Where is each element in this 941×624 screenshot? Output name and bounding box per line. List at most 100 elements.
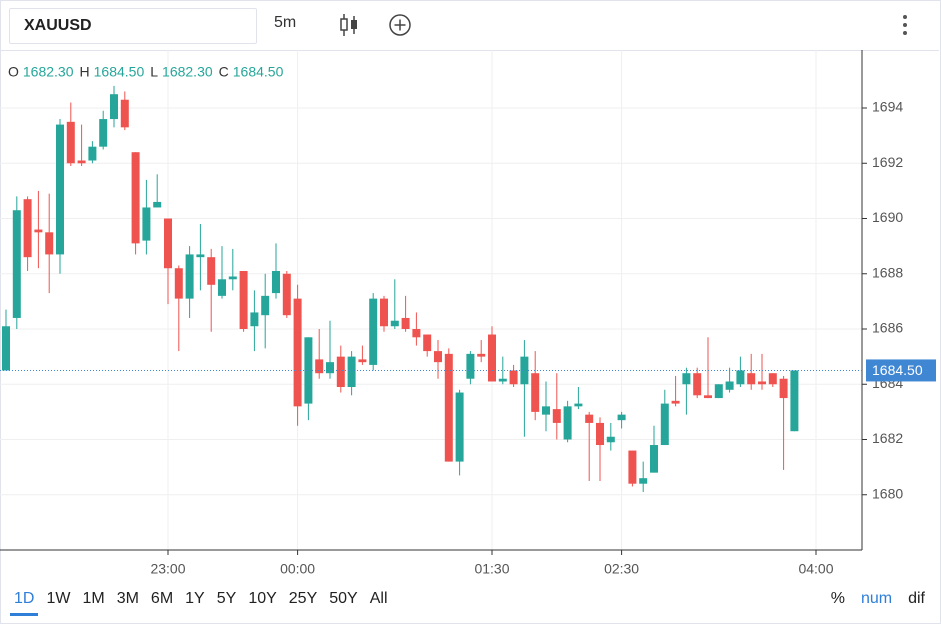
symbol-input[interactable]: XAUUSD (9, 8, 257, 44)
candle-body (606, 436, 615, 443)
candle-body (34, 229, 43, 233)
candle-body (628, 450, 637, 484)
scale-mode-button[interactable]: % (830, 590, 845, 607)
candle-body (347, 356, 356, 388)
range-button[interactable]: 6M (150, 590, 174, 607)
interval-button[interactable]: 5m (274, 14, 297, 31)
ohlc-value: 1684.50 (94, 64, 145, 80)
y-tick-label: 1692 (872, 154, 903, 170)
y-tick-label: 1682 (872, 430, 903, 446)
candle-body (2, 326, 10, 371)
candle-body (423, 334, 432, 352)
candle-body (758, 381, 766, 385)
candle-body (207, 257, 216, 285)
candle-body (693, 373, 702, 396)
candle-body (412, 329, 421, 338)
range-button[interactable]: 1M (82, 590, 105, 607)
scale-mode-selector: % num dif (815, 590, 925, 608)
candle-body (358, 359, 367, 363)
candle-body (466, 353, 475, 379)
candle-body (671, 400, 680, 404)
candle-body (12, 210, 21, 318)
range-button[interactable]: 3M (116, 590, 139, 607)
candle-body (228, 276, 237, 280)
candle-body (142, 207, 151, 241)
range-selector: 1D 1W 1M 3M 6M 1Y 5Y 10Y 25Y 50Y All (10, 590, 400, 616)
candle-body (617, 414, 626, 421)
candle-body (736, 370, 745, 385)
candle-body (380, 298, 388, 327)
candle-body (768, 373, 777, 385)
range-button[interactable]: 5Y (216, 590, 237, 607)
y-tick-label: 1680 (872, 485, 903, 501)
candle-body (326, 362, 334, 374)
chart-type-icon[interactable] (338, 12, 360, 38)
candle-body (293, 298, 302, 407)
candle-body (164, 218, 172, 269)
y-tick-label: 1690 (872, 209, 903, 225)
scale-mode-button[interactable]: dif (908, 590, 925, 607)
candle-body (239, 270, 248, 330)
candle-body (131, 152, 140, 244)
candle-body (120, 99, 129, 128)
range-button[interactable]: 10Y (248, 590, 277, 607)
range-button[interactable]: 1W (46, 590, 71, 607)
candle-body (196, 254, 205, 258)
candle-body (261, 295, 270, 316)
candle-body (45, 232, 54, 255)
candle-body (650, 445, 658, 473)
candle-body (747, 373, 756, 385)
y-tick-label: 1686 (872, 320, 903, 336)
candle-body (77, 160, 86, 164)
x-tick-label: 02:30 (604, 561, 639, 577)
candle-body (304, 337, 313, 404)
candle-body (56, 124, 64, 255)
candle-body (639, 478, 648, 484)
x-tick-label: 04:00 (798, 561, 833, 577)
ohlc-key: C (219, 64, 229, 80)
range-button[interactable]: 50Y (329, 590, 358, 607)
candle-body (185, 254, 194, 299)
candle-body (110, 94, 118, 120)
ohlc-key: L (150, 64, 158, 80)
candle-body (174, 268, 183, 299)
scale-mode-button[interactable]: num (860, 590, 893, 607)
range-button[interactable]: All (369, 590, 388, 607)
add-indicator-icon[interactable] (388, 13, 412, 37)
range-button[interactable]: 1Y (185, 590, 205, 607)
candle-body (477, 353, 486, 357)
last-price-label: 1684.50 (872, 362, 923, 378)
ohlc-key: H (80, 64, 90, 80)
ohlc-value: 1684.50 (233, 64, 284, 80)
candle-body (542, 406, 550, 415)
candle-body (153, 201, 162, 208)
candle-body (88, 146, 97, 161)
candle-body (498, 378, 507, 382)
last-price-badge (866, 359, 936, 382)
candle-body (23, 199, 32, 258)
x-tick-label: 01:30 (474, 561, 509, 577)
candle-body (401, 317, 410, 330)
candle-body (66, 121, 75, 164)
candle-body (520, 356, 529, 385)
candle-body (99, 119, 108, 147)
candle-body (574, 403, 583, 407)
menu-icon[interactable] (899, 13, 911, 39)
candle-body (455, 392, 464, 462)
x-tick-label: 23:00 (150, 561, 185, 577)
candle-body (725, 381, 734, 390)
candle-body (434, 351, 442, 363)
candle-body (714, 384, 723, 399)
range-button[interactable]: 1D (10, 590, 39, 616)
ohlc-value: 1682.30 (162, 64, 213, 80)
candle-body (682, 373, 691, 385)
candle-body (790, 370, 799, 432)
candle-body (272, 270, 280, 294)
candle-body (282, 273, 291, 316)
ohlc-key: O (8, 64, 19, 80)
candle-body (563, 406, 572, 440)
ohlc-value: 1682.30 (23, 64, 74, 80)
range-button[interactable]: 25Y (288, 590, 318, 607)
